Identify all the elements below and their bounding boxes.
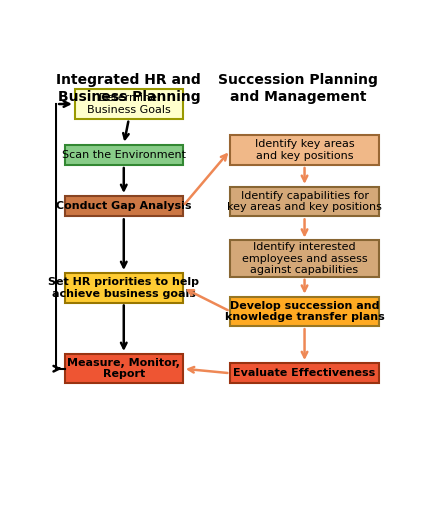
FancyBboxPatch shape [230,135,379,165]
FancyBboxPatch shape [65,196,183,216]
Text: Succession Planning
and Management: Succession Planning and Management [218,73,378,104]
FancyBboxPatch shape [230,187,379,216]
FancyBboxPatch shape [230,297,379,326]
Text: Develop succession and
knowledge transfer plans: Develop succession and knowledge transfe… [225,301,385,322]
FancyBboxPatch shape [65,273,183,303]
Text: Evaluate Effectiveness: Evaluate Effectiveness [233,368,376,378]
FancyBboxPatch shape [65,145,183,165]
Text: Conduct Gap Analysis: Conduct Gap Analysis [56,201,191,211]
FancyBboxPatch shape [75,89,183,119]
FancyBboxPatch shape [65,354,183,384]
Text: Integrated HR and
Business Planning: Integrated HR and Business Planning [57,73,201,104]
FancyBboxPatch shape [230,363,379,384]
Text: Determine
Business Goals: Determine Business Goals [87,93,171,115]
Text: Identify interested
employees and assess
against capabilities: Identify interested employees and assess… [242,242,368,275]
Text: Scan the Environment: Scan the Environment [62,150,186,160]
Text: Measure, Monitor,
Report: Measure, Monitor, Report [67,358,180,380]
FancyBboxPatch shape [230,241,379,277]
Text: Set HR priorities to help
achieve business goals: Set HR priorities to help achieve busine… [48,277,199,299]
Text: Identify capabilities for
key areas and key positions: Identify capabilities for key areas and … [227,191,382,212]
Text: Identify key areas
and key positions: Identify key areas and key positions [255,140,354,161]
